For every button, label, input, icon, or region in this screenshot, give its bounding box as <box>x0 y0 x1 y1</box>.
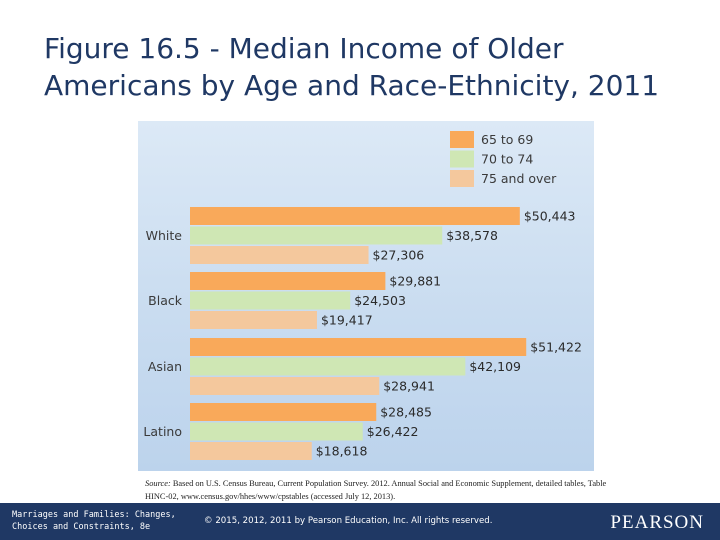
footer-copyright: © 2015, 2012, 2011 by Pearson Education,… <box>204 516 493 526</box>
bar-asian-2 <box>190 357 466 376</box>
legend-label-3: 75 and over <box>481 171 557 186</box>
bar-black-2 <box>190 291 351 310</box>
bar-latino-1 <box>190 403 377 421</box>
category-label-white: White <box>146 228 183 243</box>
chart-panel: 65 to 69 70 to 74 75 and over $50,443 $38,57… <box>138 121 594 471</box>
data-label-asian-2: $42,109 <box>469 359 521 374</box>
bar-black-3 <box>190 311 317 329</box>
data-label-latino-2: $26,422 <box>367 424 419 439</box>
bar-latino-3 <box>190 442 312 460</box>
slide-title-line-2: Americans by Age and Race-Ethnicity, 201… <box>44 69 660 102</box>
source-label: Source: <box>145 479 171 488</box>
footer-book-line-1: Marriages and Families: Changes, <box>12 510 176 520</box>
slide-title: Figure 16.5 - Median Income of Older Ame… <box>44 30 704 104</box>
legend-swatch-2 <box>450 150 474 168</box>
footer-book-title: Marriages and Families: Changes, Choices… <box>12 509 202 533</box>
data-label-latino-1: $28,485 <box>380 405 432 420</box>
bar-black-1 <box>190 272 386 290</box>
footer-bar: Marriages and Families: Changes, Choices… <box>0 503 720 540</box>
legend-swatch-1 <box>450 131 474 148</box>
slide-title-line-1: Figure 16.5 - Median Income of Older <box>44 32 564 65</box>
data-label-black-1: $29,881 <box>389 274 441 289</box>
footer-book-line-2: Choices and Constraints, 8e <box>12 522 151 532</box>
source-text: Based on U.S. Census Bureau, Current Pop… <box>145 479 607 501</box>
legend-label-2: 70 to 74 <box>481 152 533 167</box>
category-label-black: Black <box>148 293 183 308</box>
category-label-latino: Latino <box>143 424 182 439</box>
data-label-white-1: $50,443 <box>524 209 576 224</box>
pearson-logo: PEARSON <box>610 512 704 533</box>
bar-white-3 <box>190 246 369 264</box>
data-label-white-3: $27,306 <box>373 248 425 263</box>
legend-label-1: 65 to 69 <box>481 132 533 147</box>
bar-asian-1 <box>190 338 527 356</box>
data-label-asian-3: $28,941 <box>383 379 435 394</box>
data-label-asian-1: $51,422 <box>530 340 582 355</box>
bar-latino-2 <box>190 422 363 441</box>
bar-chart: 65 to 69 70 to 74 75 and over $50,443 $38,57… <box>143 131 582 460</box>
data-label-latino-3: $18,618 <box>316 444 368 459</box>
data-label-black-3: $19,417 <box>321 313 373 328</box>
bar-white-1 <box>190 207 520 225</box>
source-note: Source: Based on U.S. Census Bureau, Cur… <box>145 477 615 503</box>
data-label-black-2: $24,503 <box>354 293 406 308</box>
category-label-asian: Asian <box>148 359 182 374</box>
bar-asian-3 <box>190 377 380 395</box>
bar-white-2 <box>190 226 443 245</box>
data-label-white-2: $38,578 <box>446 228 498 243</box>
legend-swatch-3 <box>450 170 474 187</box>
